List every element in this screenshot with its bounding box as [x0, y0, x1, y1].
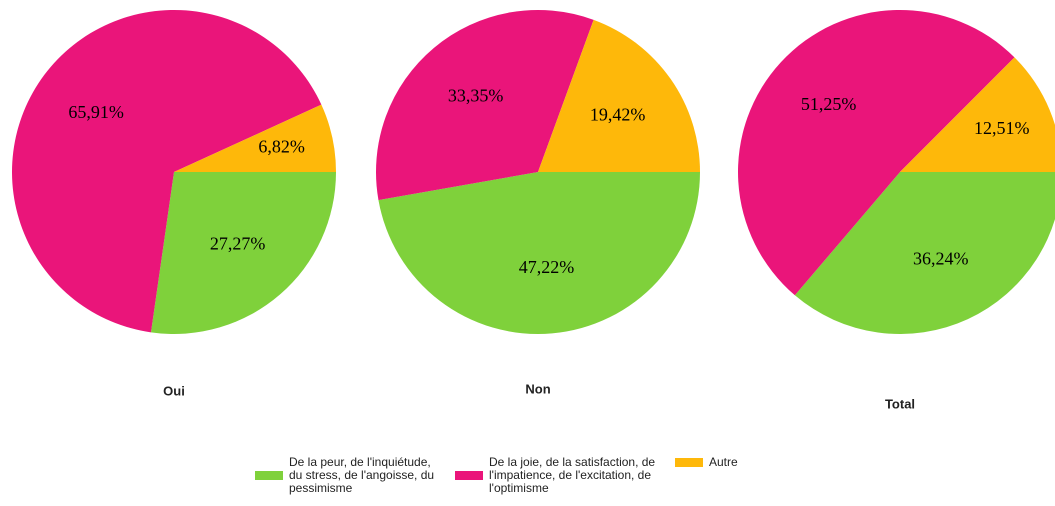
legend: De la peur, de l'inquiétude, du stress, …	[255, 456, 755, 495]
chart-title: Non	[525, 381, 550, 396]
value-label: 65,91%	[68, 102, 124, 122]
value-label: 33,35%	[448, 86, 504, 106]
legend-item: De la joie, de la satisfaction, de l'imp…	[455, 456, 665, 495]
value-label: 47,22%	[519, 257, 575, 277]
pie-slice	[738, 10, 1015, 296]
pie-slice	[538, 19, 700, 173]
legend-item: De la peur, de l'inquiétude, du stress, …	[255, 456, 445, 495]
value-label: 6,82%	[258, 137, 305, 157]
legend-swatch	[455, 471, 483, 480]
value-label: 51,25%	[801, 94, 857, 114]
pie-slice	[11, 9, 322, 333]
legend-item: Autre	[675, 456, 755, 495]
pie-slice	[900, 57, 1055, 172]
pie-slice	[378, 172, 700, 335]
chart-title: Total	[885, 396, 915, 411]
pie-slice	[376, 10, 594, 201]
legend-swatch	[255, 471, 283, 480]
legend-label: Autre	[709, 455, 738, 469]
value-label: 36,24%	[913, 248, 969, 268]
pie-slice	[150, 172, 336, 334]
chart-title: Oui	[163, 383, 185, 398]
pie-slice	[174, 104, 336, 172]
pie-slice	[794, 172, 1055, 334]
legend-label: De la joie, de la satisfaction, de l'imp…	[489, 455, 656, 495]
value-label: 12,51%	[974, 118, 1030, 138]
legend-swatch	[675, 458, 703, 467]
value-label: 19,42%	[590, 104, 646, 124]
legend-label: De la peur, de l'inquiétude, du stress, …	[289, 455, 435, 495]
value-label: 27,27%	[210, 234, 266, 254]
